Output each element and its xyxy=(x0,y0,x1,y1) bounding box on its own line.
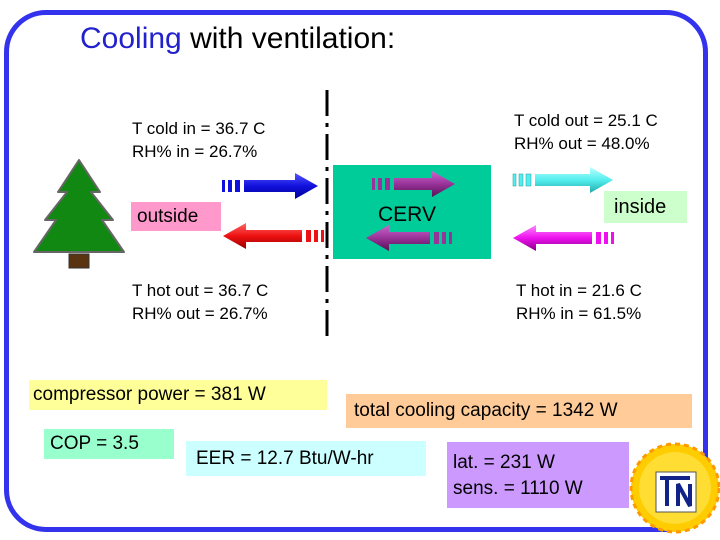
cold-out-arrow xyxy=(512,167,613,193)
inside-label: inside xyxy=(604,191,687,223)
cop-box: COP = 3.5 xyxy=(44,429,174,459)
eer-box: EER = 12.7 Btu/W-hr xyxy=(186,441,426,476)
lat-sens-box: lat. = 231 W sens. = 1110 W xyxy=(447,442,629,508)
title-rest: with ventilation: xyxy=(181,22,396,55)
latent-value: lat. = 231 W xyxy=(453,452,555,473)
inside-cold-out-text: T cold out = 25.1 C xyxy=(514,111,658,130)
slide-title: Cooling with ventilation: xyxy=(80,22,395,56)
hot-out-arrow xyxy=(223,223,324,249)
inside-rh-in-text: RH% in = 61.5% xyxy=(516,304,642,323)
outside-rh-out-text: RH% out = 26.7% xyxy=(132,304,268,323)
cerv-arrow-right xyxy=(372,171,455,197)
cerv-arrow-left xyxy=(366,225,452,251)
compressor-power-box: compressor power = 381 W xyxy=(29,380,327,410)
cerv-label: CERV xyxy=(378,203,436,226)
inside-rh-out-text: RH% out = 48.0% xyxy=(514,134,650,153)
hot-in-arrow xyxy=(513,225,614,251)
sensible-value: sens. = 1110 W xyxy=(453,478,583,499)
cold-in-arrow xyxy=(222,173,318,199)
total-cooling-box: total cooling capacity = 1342 W xyxy=(346,394,692,428)
title-accent: Cooling xyxy=(80,22,182,55)
outside-rh-in-text: RH% in = 26.7% xyxy=(132,142,258,161)
inside-hot-in-text: T hot in = 21.6 C xyxy=(516,281,642,300)
pine-tree-icon xyxy=(33,159,125,269)
outside-cold-in-text: T cold in = 36.7 C xyxy=(132,119,266,138)
outside-hot-out-text: T hot out = 36.7 C xyxy=(132,281,269,300)
tn-sun-logo-icon xyxy=(629,442,720,534)
outside-label: outside xyxy=(131,202,221,231)
slide-frame xyxy=(4,10,708,532)
